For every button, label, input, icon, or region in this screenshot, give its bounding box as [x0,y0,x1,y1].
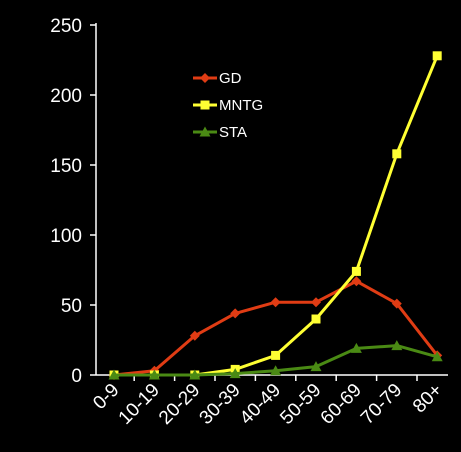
x-tick-label: 70-79 [357,380,406,429]
x-tick-label: 60-69 [317,380,366,429]
y-tick-label: 50 [61,296,82,317]
y-tick-label: 150 [50,156,82,177]
data-point-sta [350,342,362,353]
data-point-mntg [311,314,321,324]
data-point-mntg [392,149,402,159]
data-point-sta [148,369,160,380]
series-layer [108,51,443,380]
x-tick-label: 0-9 [89,380,123,414]
legend-marker-gd [200,73,210,83]
legend-label-mntg: MNTG [219,97,263,114]
y-tick-label: 100 [50,226,82,247]
legend: GD MNTG STA [193,70,263,141]
data-point-gd [189,330,200,341]
x-tick-label: 40-49 [236,380,285,429]
data-point-sta [108,369,120,380]
data-point-gd [230,308,241,319]
legend-marker-mntg [200,100,210,110]
data-point-gd [270,297,281,308]
legend-label-gd: GD [219,70,242,87]
legend-item-gd: GD [193,70,242,87]
data-point-mntg [351,266,361,276]
y-tick-label: 250 [50,16,82,37]
data-point-mntg [271,350,281,360]
x-tick-label: 20-29 [155,380,204,429]
series-line-gd [113,279,439,377]
legend-marker-sta [199,126,211,137]
data-point-sta [431,351,443,362]
data-point-mntg [432,51,442,61]
data-point-gd [311,297,321,308]
x-tick-label: 10-19 [115,380,164,429]
legend-item-mntg: MNTG [193,97,263,114]
y-tick-label: 200 [50,86,82,107]
data-point-sta [270,365,282,376]
data-point-sta [229,368,241,379]
data-point-sta [310,361,322,372]
x-tick-label: 80+ [409,380,447,418]
y-tick-label: 0 [71,366,82,387]
series-gd [109,276,443,380]
series-line-mntg [114,55,439,377]
legend-item-sta: STA [193,124,247,141]
data-point-sta [391,340,403,351]
data-point-sta [189,369,201,380]
x-tick-label: 30-39 [196,380,245,429]
data-point-gd [391,298,402,309]
series-sta [108,340,443,380]
y-axis: 0 50 100 150 200 250 [50,16,97,387]
legend-label-sta: STA [219,124,247,141]
data-point-gd [351,276,362,287]
series-mntg [109,51,442,380]
x-tick-label: 50-59 [276,380,325,429]
